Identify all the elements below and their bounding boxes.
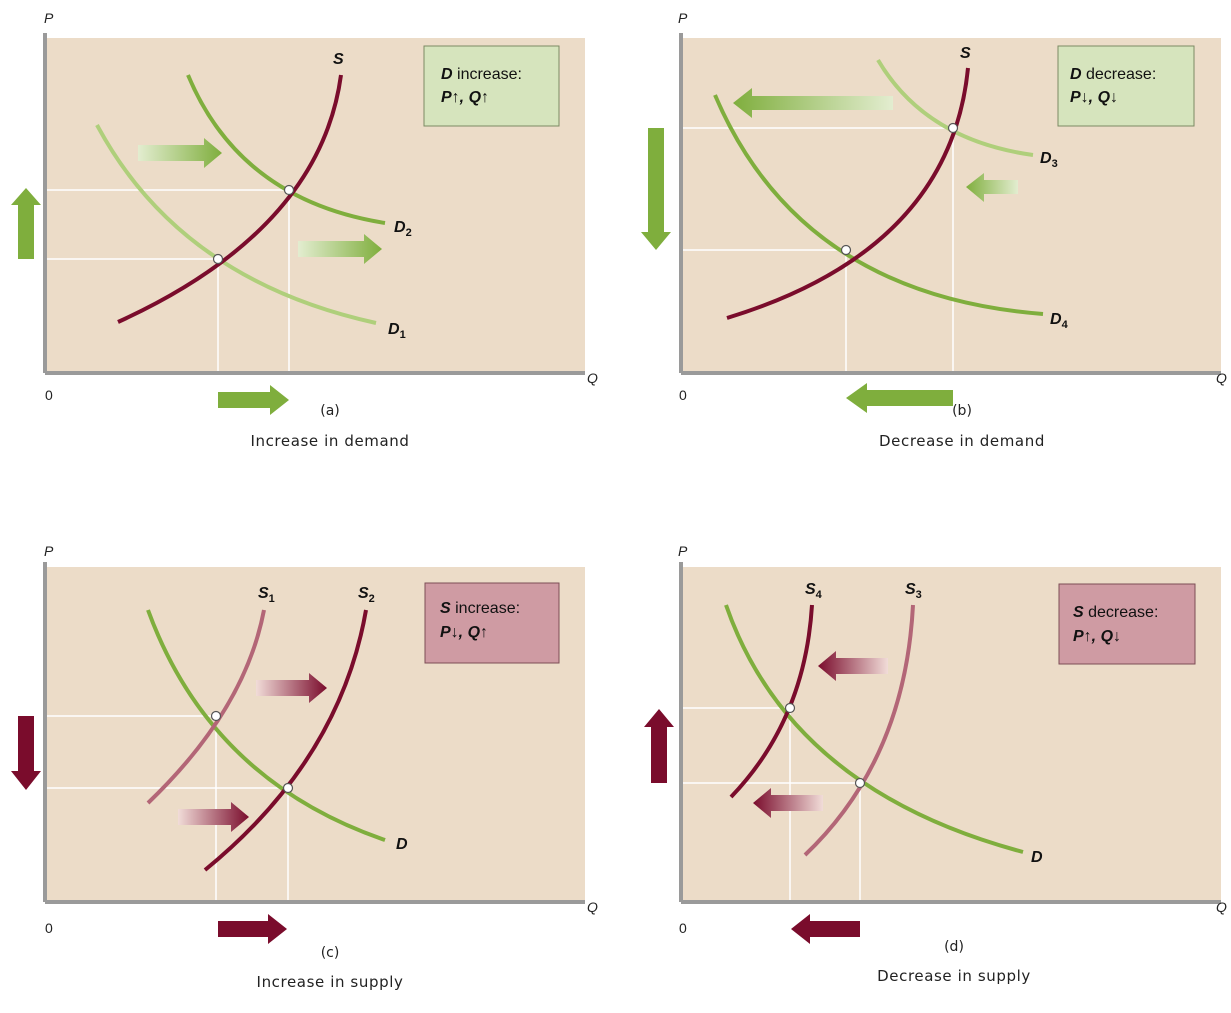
y-axis-label: P: [678, 543, 688, 559]
equilibrium-point: [947, 122, 959, 134]
quantity-change-arrow: [791, 914, 860, 944]
curve-label-s1: S1: [258, 585, 275, 605]
x-axis-label: Q: [587, 370, 598, 386]
origin-label: 0: [45, 387, 53, 403]
effect-box: [423, 45, 560, 127]
demand-curve-d3: [876, 58, 1034, 157]
curve-label-d4: D4: [1050, 311, 1069, 331]
equilibrium-point: [854, 777, 866, 789]
curve-label-d2: D2: [394, 219, 412, 239]
y-axis-label: P: [44, 543, 54, 559]
x-axis-label: Q: [587, 899, 598, 915]
shift-arrow: [298, 234, 382, 264]
caption-title: Increase in supply: [257, 973, 404, 991]
curve-label-s2: S2: [358, 585, 375, 605]
curve-label-d: D: [396, 836, 408, 853]
price-change-arrow: [11, 716, 41, 790]
curve-label-s: S: [960, 45, 971, 62]
caption-id: (a): [320, 403, 340, 419]
supply-curve-s: [726, 67, 970, 320]
caption-title: Decrease in demand: [879, 432, 1045, 450]
demand-curve-d2: [186, 74, 386, 225]
supply-curve-s1: [146, 609, 266, 805]
quantity-change-arrow: [846, 383, 953, 413]
x-axis-label: Q: [1216, 899, 1227, 915]
demand-curve-d1: [95, 124, 377, 325]
curve-label-s3: S3: [905, 581, 922, 601]
shift-arrow: [966, 173, 1018, 202]
caption-id: (c): [321, 945, 340, 961]
price-change-arrow: [11, 188, 41, 259]
shift-arrow: [178, 802, 249, 832]
effect-box-heading: D increase:: [441, 66, 522, 83]
effect-box: [424, 582, 560, 664]
demand-curve-d: [146, 609, 386, 842]
shift-arrow: [818, 651, 888, 681]
shift-arrow: [733, 88, 893, 118]
origin-label: 0: [45, 920, 53, 936]
panel-b: D decrease: P↓, Q↓ S D3 D4 (b) Decrease …: [641, 10, 1227, 450]
equilibrium-point: [784, 702, 796, 714]
shift-arrow: [753, 788, 823, 818]
origin-label: 0: [679, 920, 687, 936]
supply-curve-s: [117, 74, 343, 324]
equilibrium-point: [840, 244, 852, 256]
equilibrium-point: [283, 184, 295, 196]
effect-box: [1057, 45, 1195, 127]
origin-label: 0: [679, 387, 687, 403]
quantity-change-arrow: [218, 914, 287, 944]
effect-box-result: P↑, Q↑: [441, 89, 489, 106]
equilibrium-point: [210, 710, 222, 722]
effect-box-result: P↓, Q↑: [440, 624, 488, 641]
caption-title: Decrease in supply: [877, 967, 1031, 985]
panel-a: D increase: P↑, Q↑ S D1 D2 (a) (a) Incre…: [11, 10, 598, 450]
y-axis-label: P: [678, 10, 688, 26]
effect-box-heading: S increase:: [440, 600, 520, 617]
quantity-change-arrow: [218, 385, 289, 415]
shift-arrow: [256, 673, 327, 703]
price-change-arrow: [644, 709, 674, 783]
supply-curve-s2: [203, 609, 368, 872]
curve-label-d: D: [1031, 849, 1043, 866]
demand-curve-d: [724, 604, 1024, 854]
caption-title: Increase in demand: [250, 432, 409, 450]
demand-curve-d4: [713, 94, 1044, 316]
effect-box-result: P↓, Q↓: [1070, 89, 1118, 106]
curve-label-d3: D3: [1040, 150, 1058, 170]
shift-arrow: [138, 138, 222, 168]
curve-label-s: S: [333, 51, 344, 68]
curve-label-s4: S4: [805, 581, 823, 601]
panel-d: S decrease: P↑, Q↓ S4 S3 D (d) Decrease …: [644, 543, 1227, 985]
price-change-arrow: [641, 128, 671, 250]
x-axis-label: Q: [1216, 370, 1227, 386]
caption-id: (d): [944, 939, 964, 955]
equilibrium-point: [212, 253, 224, 265]
effect-box-heading: S decrease:: [1073, 604, 1158, 621]
panel-c: S increase: P↓, Q↑ S1 S2 D (c) Increase …: [11, 543, 598, 991]
effect-box-heading: D decrease:: [1070, 66, 1156, 83]
effect-box-result: P↑, Q↓: [1073, 628, 1121, 645]
caption-id: (b): [952, 403, 972, 419]
equilibrium-point: [282, 782, 294, 794]
supply-curve-s3: [803, 604, 915, 857]
effect-box: [1058, 583, 1196, 665]
y-axis-label: P: [44, 10, 54, 26]
curve-label-d1: D1: [388, 321, 406, 341]
